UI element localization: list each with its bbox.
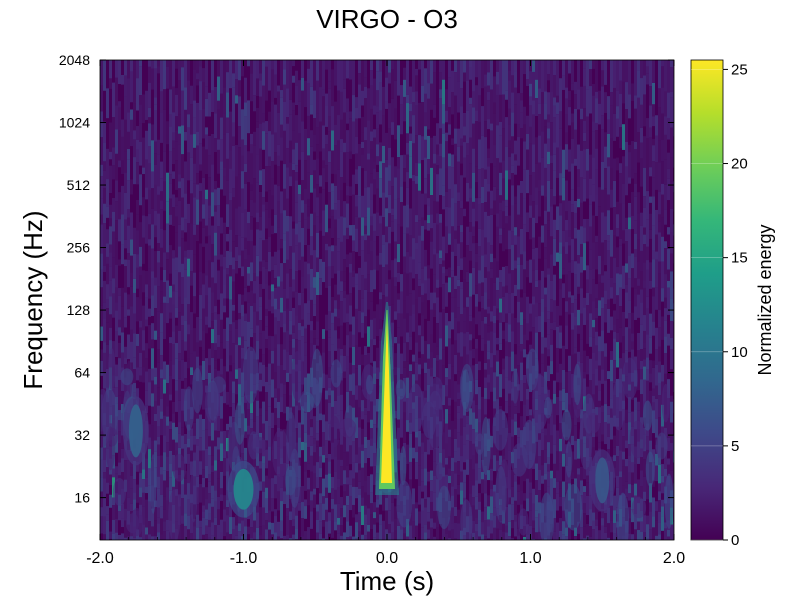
- y-axis-label: Frequency (Hz): [18, 210, 48, 389]
- feature-blob-3: [589, 449, 616, 512]
- colorbar-tick-label: 0: [731, 532, 739, 549]
- feature-blob-2: [122, 396, 149, 466]
- colorbar-tick-label: 10: [731, 344, 748, 361]
- colorbar-tick-label: 25: [731, 61, 748, 78]
- heatmap-features: [122, 301, 616, 518]
- colorbar-label: Normalized energy: [755, 224, 775, 375]
- x-tick-label: 0.0: [376, 550, 398, 567]
- x-axis-label: Time (s): [340, 566, 434, 596]
- x-tick-label: -2.0: [86, 550, 114, 567]
- colorbar: 0 5 10 15 20 25: [690, 59, 748, 549]
- colorbar-tick-label: 15: [731, 250, 748, 267]
- plot-area: [100, 60, 674, 540]
- colorbar-gradient: [690, 59, 724, 541]
- x-tick-label: 1.0: [519, 550, 541, 567]
- x-tick-label: 2.0: [663, 550, 685, 567]
- y-tick-label: 1024: [59, 115, 90, 131]
- feature-blob-1: [227, 460, 260, 518]
- y-tick-label: 16: [74, 490, 90, 506]
- y-tick-label: 2048: [59, 52, 90, 68]
- colorbar-tick-label: 5: [731, 438, 739, 455]
- x-tick-label: -1.0: [230, 550, 258, 567]
- y-tick-label: 64: [74, 365, 90, 381]
- axes: -2.0 -1.0 0.0 1.0 2.0 16 32 64 128 256 512 1024 2048: [59, 52, 685, 567]
- y-tick-label: 512: [67, 177, 91, 193]
- chirp-signal: [375, 301, 399, 495]
- y-tick-label: 32: [74, 427, 90, 443]
- y-tick-label: 256: [67, 240, 91, 256]
- y-tick-label: 128: [67, 302, 91, 318]
- colorbar-tick-label: 20: [731, 156, 748, 173]
- chart-title: VIRGO - O3: [316, 4, 458, 34]
